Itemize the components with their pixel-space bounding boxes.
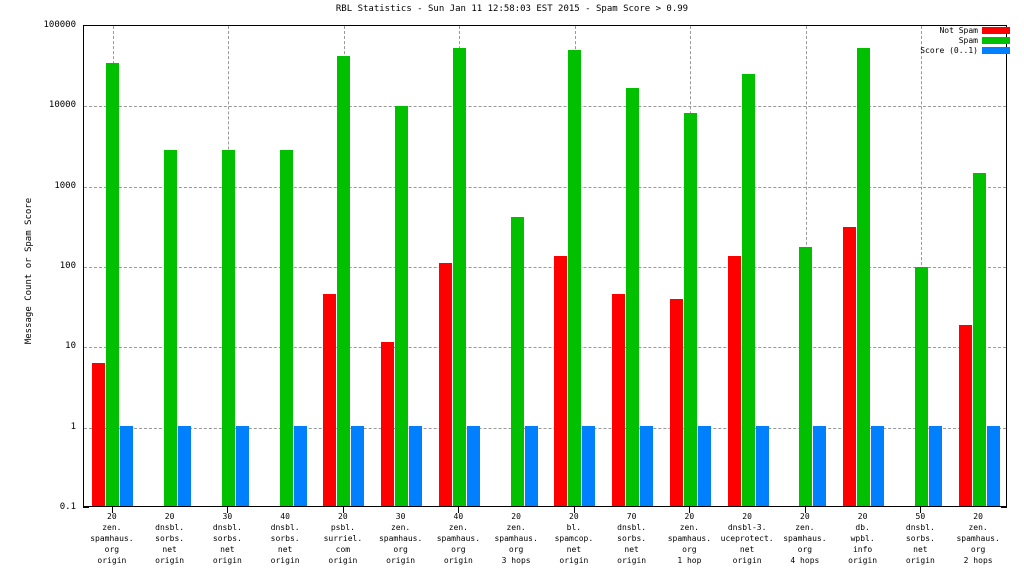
- bar-score: [351, 425, 365, 506]
- y-axis-title: Message Count or Spam Score: [24, 197, 34, 345]
- bar-spam: [741, 73, 755, 506]
- bar-score: [640, 425, 654, 506]
- bar-score: [409, 425, 423, 506]
- x-group-label: 70 dnsbl. sorbs. net origin: [617, 512, 647, 565]
- x-group-label: 40 zen. spamhaus. org origin: [436, 512, 481, 565]
- bar-score: [524, 425, 538, 506]
- bar-spam: [164, 150, 178, 506]
- x-tick-mark: [804, 507, 806, 513]
- x-tick-mark: [458, 507, 460, 513]
- y-tick-label: 100000: [43, 20, 76, 30]
- bar-not-spam: [727, 255, 741, 506]
- x-group-label: 20 zen. spamhaus. org 3 hops: [494, 512, 538, 565]
- chart-legend: Not Spam Spam Score (0..1): [920, 26, 1010, 55]
- bar-not-spam: [843, 226, 857, 506]
- legend-item: Not Spam: [939, 26, 1010, 35]
- legend-label: Spam: [958, 36, 978, 45]
- y-tick-label: 10000: [48, 100, 76, 111]
- x-group-label: 20 zen. spamhaus. org 4 hops: [783, 512, 827, 565]
- bar-score: [120, 425, 134, 506]
- legend-swatch: [982, 27, 1010, 34]
- bar-not-spam: [669, 298, 683, 506]
- y-gridline: [84, 347, 1006, 349]
- bar-score: [928, 425, 942, 506]
- x-tick-mark: [573, 507, 575, 513]
- bar-not-spam: [612, 294, 626, 506]
- y-gridline: [84, 427, 1006, 429]
- bar-spam: [337, 55, 351, 506]
- bar-score: [871, 425, 885, 506]
- x-group-label: 20 db. wpbl. info origin: [848, 512, 878, 565]
- legend-label: Not Spam: [939, 26, 978, 35]
- x-group-label: 20 zen. spamhaus. org 2 hops: [956, 512, 1000, 565]
- x-tick-mark: [227, 507, 229, 513]
- bar-spam: [914, 266, 928, 506]
- y-tick-label: 1000: [54, 180, 76, 191]
- bar-spam: [626, 87, 640, 506]
- bar-score: [466, 425, 480, 506]
- bar-score: [986, 425, 1000, 506]
- y-gridline: [84, 106, 1006, 108]
- x-tick-mark: [111, 507, 113, 513]
- x-tick-mark: [689, 507, 691, 513]
- y-tick-mark: [83, 507, 89, 508]
- x-group-label: 30 dnsbl. sorbs. net origin: [212, 512, 242, 565]
- bar-not-spam: [92, 363, 106, 506]
- x-group-label: 20 zen. spamhaus. org 1 hop: [667, 512, 712, 565]
- y-gridline: [84, 186, 1006, 188]
- bar-score: [582, 425, 596, 506]
- bar-spam: [568, 49, 582, 506]
- x-group-label: 40 dnsbl. sorbs. net origin: [270, 512, 300, 565]
- y-tick-mark: [1001, 507, 1007, 508]
- bar-not-spam: [958, 324, 972, 506]
- x-group-label: 20 zen. spamhaus. org origin: [90, 512, 134, 565]
- x-group-label: 50 dnsbl. sorbs. net origin: [905, 512, 935, 565]
- bar-not-spam: [438, 263, 452, 506]
- x-group-label: 20 dnsbl-3. uceprotect. net origin: [720, 512, 774, 565]
- bar-spam: [972, 172, 986, 506]
- y-tick-label: 100: [59, 261, 76, 271]
- bar-score: [178, 425, 192, 506]
- y-tick-label: 10: [65, 341, 76, 352]
- legend-label: Score (0..1): [920, 46, 978, 55]
- bar-spam: [799, 246, 813, 506]
- chart-title: RBL Statistics - Sun Jan 11 12:58:03 EST…: [335, 4, 689, 14]
- bar-spam: [106, 62, 120, 506]
- y-tick-label: 0.1: [59, 502, 76, 512]
- bar-spam: [221, 150, 235, 506]
- bar-score: [697, 425, 711, 506]
- bar-score: [755, 425, 769, 506]
- bar-score: [235, 425, 249, 506]
- bar-not-spam: [323, 294, 337, 506]
- x-group-label: 30 zen. spamhaus. org origin: [378, 512, 423, 565]
- legend-item: Spam: [959, 36, 1010, 45]
- x-group-label: 20 dnsbl. sorbs. net origin: [155, 512, 185, 565]
- bar-score: [813, 425, 827, 506]
- bar-spam: [279, 150, 293, 506]
- x-group-label: 20 psbl. surriel. com origin: [323, 512, 363, 565]
- bar-spam: [395, 106, 409, 506]
- y-tick-label: 1: [70, 421, 76, 432]
- plot-area: [83, 25, 1007, 507]
- x-tick-mark: [920, 507, 922, 513]
- x-tick-mark: [342, 507, 344, 513]
- legend-item: Score (0..1): [920, 46, 1010, 55]
- bar-spam: [857, 48, 871, 506]
- legend-swatch: [982, 47, 1010, 54]
- bar-not-spam: [554, 255, 568, 506]
- x-group-label: 20 bl. spamcop. net origin: [554, 512, 594, 565]
- bar-score: [293, 425, 307, 506]
- bar-not-spam: [381, 342, 395, 506]
- y-gridline: [84, 267, 1006, 268]
- bar-spam: [683, 112, 697, 506]
- bar-spam: [510, 216, 524, 506]
- bar-spam: [452, 48, 466, 506]
- legend-swatch: [982, 37, 1010, 44]
- x-gridline: [921, 26, 923, 506]
